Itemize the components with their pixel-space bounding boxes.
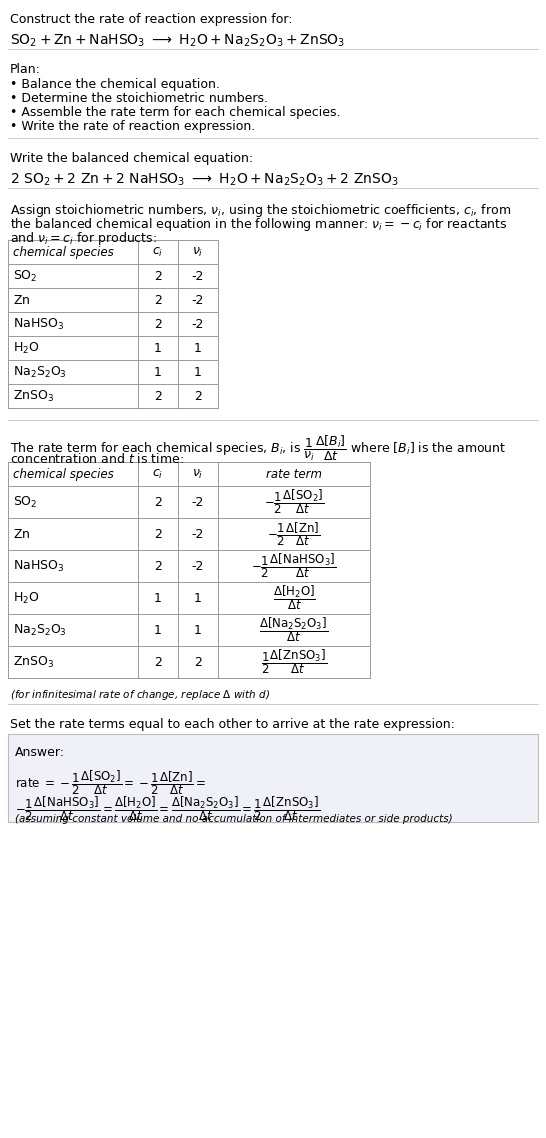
Text: $\mathrm{H_2O}$: $\mathrm{H_2O}$ bbox=[13, 340, 39, 355]
Text: $\mathrm{SO_2}$: $\mathrm{SO_2}$ bbox=[13, 494, 38, 510]
Text: (for infinitesimal rate of change, replace $\Delta$ with $d$): (for infinitesimal rate of change, repla… bbox=[10, 688, 270, 702]
Text: 2: 2 bbox=[154, 528, 162, 541]
Text: 1: 1 bbox=[194, 592, 202, 604]
Text: The rate term for each chemical species, $B_i$, is $\dfrac{1}{\nu_i}\dfrac{\Delt: The rate term for each chemical species,… bbox=[10, 434, 506, 463]
Text: $\mathrm{Zn}$: $\mathrm{Zn}$ bbox=[13, 294, 31, 306]
Text: $\mathrm{H_2O}$: $\mathrm{H_2O}$ bbox=[13, 591, 39, 605]
Text: 2: 2 bbox=[154, 560, 162, 572]
Text: 1: 1 bbox=[154, 365, 162, 379]
Bar bbox=[8, 734, 538, 822]
Text: $\dfrac{\Delta[\mathrm{Na_2S_2O_3}]}{\Delta t}$: $\dfrac{\Delta[\mathrm{Na_2S_2O_3}]}{\De… bbox=[259, 616, 329, 644]
Text: • Write the rate of reaction expression.: • Write the rate of reaction expression. bbox=[10, 119, 255, 133]
Text: $-\dfrac{1}{2}\dfrac{\Delta[\mathrm{SO_2}]}{\Delta t}$: $-\dfrac{1}{2}\dfrac{\Delta[\mathrm{SO_2… bbox=[264, 487, 324, 517]
Text: 2: 2 bbox=[154, 495, 162, 509]
Text: $\dfrac{\Delta[\mathrm{H_2O}]}{\Delta t}$: $\dfrac{\Delta[\mathrm{H_2O}]}{\Delta t}… bbox=[272, 584, 316, 612]
Text: -2: -2 bbox=[192, 560, 204, 572]
Text: $\mathrm{ZnSO_3}$: $\mathrm{ZnSO_3}$ bbox=[13, 654, 54, 669]
Text: concentration and $t$ is time:: concentration and $t$ is time: bbox=[10, 452, 184, 465]
Text: Plan:: Plan: bbox=[10, 63, 41, 76]
Text: $\nu_i$: $\nu_i$ bbox=[192, 246, 204, 258]
Text: and $\nu_i = c_i$ for products:: and $\nu_i = c_i$ for products: bbox=[10, 230, 157, 247]
Text: chemical species: chemical species bbox=[13, 246, 114, 258]
Text: $-\dfrac{1}{2}\dfrac{\Delta[\mathrm{NaHSO_3}]}{\Delta t} = \dfrac{\Delta[\mathrm: $-\dfrac{1}{2}\dfrac{\Delta[\mathrm{NaHS… bbox=[15, 794, 320, 823]
Text: Write the balanced chemical equation:: Write the balanced chemical equation: bbox=[10, 152, 253, 165]
Text: 2: 2 bbox=[194, 655, 202, 668]
Text: Set the rate terms equal to each other to arrive at the rate expression:: Set the rate terms equal to each other t… bbox=[10, 718, 455, 731]
Text: chemical species: chemical species bbox=[13, 468, 114, 480]
Text: 1: 1 bbox=[154, 341, 162, 355]
Text: 2: 2 bbox=[194, 389, 202, 403]
Text: $\mathrm{Na_2S_2O_3}$: $\mathrm{Na_2S_2O_3}$ bbox=[13, 364, 67, 380]
Text: • Assemble the rate term for each chemical species.: • Assemble the rate term for each chemic… bbox=[10, 106, 341, 119]
Text: $-\dfrac{1}{2}\dfrac{\Delta[\mathrm{Zn}]}{\Delta t}$: $-\dfrac{1}{2}\dfrac{\Delta[\mathrm{Zn}]… bbox=[267, 520, 321, 547]
Text: $\mathrm{SO_2 + Zn + NaHSO_3}$$\mathrm{\ \longrightarrow \ H_2O + Na_2S_2O_3 + Z: $\mathrm{SO_2 + Zn + NaHSO_3}$$\mathrm{\… bbox=[10, 33, 345, 49]
Text: 2: 2 bbox=[154, 294, 162, 306]
Text: 1: 1 bbox=[154, 624, 162, 636]
Text: 1: 1 bbox=[154, 592, 162, 604]
Text: rate $= -\dfrac{1}{2}\dfrac{\Delta[\mathrm{SO_2}]}{\Delta t} = -\dfrac{1}{2}\dfr: rate $= -\dfrac{1}{2}\dfrac{\Delta[\math… bbox=[15, 768, 206, 797]
Text: Assign stoichiometric numbers, $\nu_i$, using the stoichiometric coefficients, $: Assign stoichiometric numbers, $\nu_i$, … bbox=[10, 203, 511, 218]
Text: $\dfrac{1}{2}\dfrac{\Delta[\mathrm{ZnSO_3}]}{\Delta t}$: $\dfrac{1}{2}\dfrac{\Delta[\mathrm{ZnSO_… bbox=[261, 648, 327, 676]
Text: -2: -2 bbox=[192, 528, 204, 541]
Text: 1: 1 bbox=[194, 365, 202, 379]
Text: Answer:: Answer: bbox=[15, 747, 65, 759]
Text: $\mathrm{SO_2}$: $\mathrm{SO_2}$ bbox=[13, 269, 38, 283]
Text: $c_i$: $c_i$ bbox=[152, 468, 164, 480]
Text: rate term: rate term bbox=[266, 468, 322, 480]
Text: 2: 2 bbox=[154, 389, 162, 403]
Text: $\nu_i$: $\nu_i$ bbox=[192, 468, 204, 480]
Text: -2: -2 bbox=[192, 294, 204, 306]
Text: $\mathrm{ZnSO_3}$: $\mathrm{ZnSO_3}$ bbox=[13, 388, 54, 404]
Text: $\mathrm{NaHSO_3}$: $\mathrm{NaHSO_3}$ bbox=[13, 316, 64, 331]
Text: -2: -2 bbox=[192, 318, 204, 330]
Text: Construct the rate of reaction expression for:: Construct the rate of reaction expressio… bbox=[10, 13, 293, 26]
Text: $\mathrm{Na_2S_2O_3}$: $\mathrm{Na_2S_2O_3}$ bbox=[13, 622, 67, 637]
Text: -2: -2 bbox=[192, 270, 204, 282]
Text: $\mathrm{NaHSO_3}$: $\mathrm{NaHSO_3}$ bbox=[13, 559, 64, 574]
Text: • Determine the stoichiometric numbers.: • Determine the stoichiometric numbers. bbox=[10, 92, 268, 105]
Text: $\mathrm{2\ SO_2 + 2\ Zn + 2\ NaHSO_3}$$\mathrm{\ \longrightarrow \ H_2O + Na_2S: $\mathrm{2\ SO_2 + 2\ Zn + 2\ NaHSO_3}$$… bbox=[10, 172, 399, 189]
Text: -2: -2 bbox=[192, 495, 204, 509]
Text: 1: 1 bbox=[194, 341, 202, 355]
Text: • Balance the chemical equation.: • Balance the chemical equation. bbox=[10, 79, 220, 91]
Text: (assuming constant volume and no accumulation of intermediates or side products): (assuming constant volume and no accumul… bbox=[15, 814, 453, 824]
Text: 2: 2 bbox=[154, 318, 162, 330]
Text: $-\dfrac{1}{2}\dfrac{\Delta[\mathrm{NaHSO_3}]}{\Delta t}$: $-\dfrac{1}{2}\dfrac{\Delta[\mathrm{NaHS… bbox=[251, 552, 337, 580]
Text: $c_i$: $c_i$ bbox=[152, 246, 164, 258]
Text: 1: 1 bbox=[194, 624, 202, 636]
Text: 2: 2 bbox=[154, 270, 162, 282]
Text: 2: 2 bbox=[154, 655, 162, 668]
Text: the balanced chemical equation in the following manner: $\nu_i = -c_i$ for react: the balanced chemical equation in the fo… bbox=[10, 216, 507, 233]
Text: $\mathrm{Zn}$: $\mathrm{Zn}$ bbox=[13, 528, 31, 541]
